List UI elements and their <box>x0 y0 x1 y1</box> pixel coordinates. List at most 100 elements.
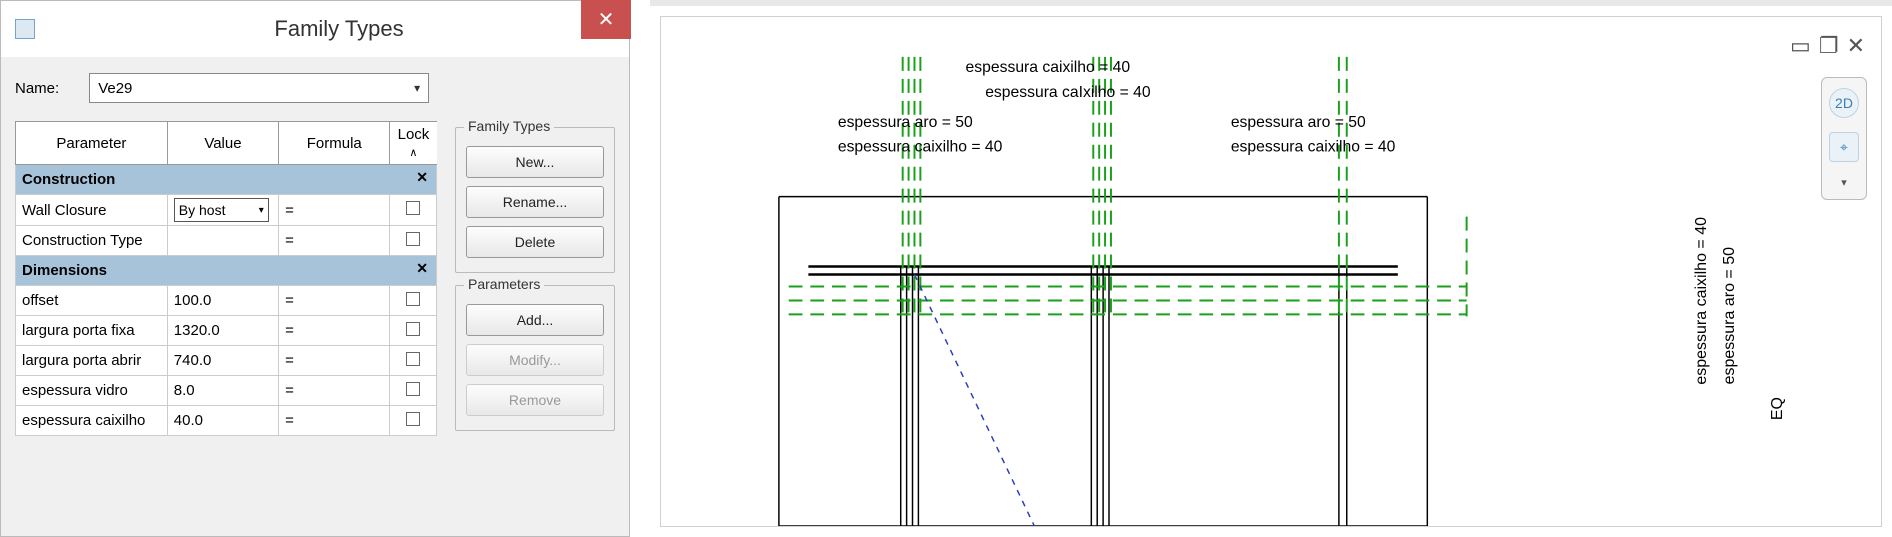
rename-type-button[interactable]: Rename... <box>466 186 604 218</box>
table-row[interactable]: espessura vidro8.0= <box>16 376 437 406</box>
lock-checkbox[interactable] <box>406 352 420 366</box>
type-name-select[interactable]: Ve29 ▾ <box>89 73 429 103</box>
minimize-icon[interactable]: ▭ <box>1790 33 1811 59</box>
drawing: espessura caixilho = 40 espessura caIxil… <box>661 17 1781 526</box>
collapse-icon[interactable]: ✕ <box>416 260 428 277</box>
lock-checkbox[interactable] <box>406 412 420 426</box>
value-select[interactable]: By host▾ <box>174 198 269 222</box>
collapse-icon[interactable]: ✕ <box>416 169 428 186</box>
svg-text:espessura caixilho = 40: espessura caixilho = 40 <box>838 139 1003 156</box>
lock-checkbox[interactable] <box>406 322 420 336</box>
lock-cell[interactable] <box>390 376 437 406</box>
formula-cell[interactable]: = <box>279 226 390 256</box>
formula-cell[interactable]: = <box>279 346 390 376</box>
formula-cell[interactable]: = <box>279 286 390 316</box>
dock-expand-icon[interactable]: ▾ <box>1841 176 1847 189</box>
view-window-controls: ▭ ❐ ✕ <box>1790 33 1865 59</box>
new-type-button[interactable]: New... <box>466 146 604 178</box>
table-row[interactable]: Wall ClosureBy host▾ = <box>16 195 437 226</box>
param-cell[interactable]: espessura caixilho <box>16 406 168 436</box>
lock-checkbox[interactable] <box>406 201 420 215</box>
view-dock: 2D ⌖ ▾ <box>1821 77 1867 200</box>
col-value[interactable]: Value <box>167 122 278 165</box>
family-types-group-title: Family Types <box>464 118 554 134</box>
close-view-icon[interactable]: ✕ <box>1847 33 1865 59</box>
name-label: Name: <box>15 80 59 97</box>
zoom-region-button[interactable]: ⌖ <box>1829 132 1859 162</box>
svg-text:espessura caIxilho = 40: espessura caIxilho = 40 <box>985 84 1151 101</box>
dialog-body: Parameter Value Formula Lock ∧ Construct… <box>1 121 629 436</box>
lock-checkbox[interactable] <box>406 232 420 246</box>
value-cell[interactable]: 1320.0 <box>167 316 278 346</box>
view-2d-button[interactable]: 2D <box>1829 88 1859 118</box>
value-cell[interactable]: 100.0 <box>167 286 278 316</box>
svg-text:espessura caixilho = 40: espessura caixilho = 40 <box>1231 139 1396 156</box>
family-types-group: Family Types New... Rename... Delete <box>455 127 615 273</box>
dialog-right-column: Family Types New... Rename... Delete Par… <box>455 121 615 436</box>
col-parameter[interactable]: Parameter <box>16 122 168 165</box>
group-title: Construction <box>22 171 115 188</box>
lock-cell[interactable] <box>390 406 437 436</box>
group-header[interactable]: Dimensions ✕ <box>16 256 437 286</box>
value-cell[interactable]: By host▾ <box>167 195 278 226</box>
parameters-group-title: Parameters <box>464 276 544 292</box>
close-button[interactable]: ✕ <box>581 0 631 39</box>
value-cell[interactable]: 8.0 <box>167 376 278 406</box>
delete-type-button[interactable]: Delete <box>466 226 604 258</box>
lock-cell[interactable] <box>390 316 437 346</box>
value-cell[interactable] <box>167 226 278 256</box>
formula-cell[interactable]: = <box>279 316 390 346</box>
param-cell[interactable]: largura porta fixa <box>16 316 168 346</box>
table-row[interactable]: offset100.0= <box>16 286 437 316</box>
table-row[interactable]: largura porta abrir740.0= <box>16 346 437 376</box>
lock-cell[interactable] <box>390 226 437 256</box>
remove-parameter-button: Remove <box>466 384 604 416</box>
dialog-title: Family Types <box>49 16 629 42</box>
family-types-dialog: Family Types ✕ Name: Ve29 ▾ Parameter Va… <box>0 0 630 537</box>
col-lock[interactable]: Lock ∧ <box>390 122 437 165</box>
svg-text:espessura caixilho = 40: espessura caixilho = 40 <box>966 59 1131 76</box>
drawing-canvas[interactable]: espessura caixilho = 40 espessura caIxil… <box>650 0 1892 537</box>
name-row: Name: Ve29 ▾ <box>1 57 629 121</box>
chevron-down-icon: ▾ <box>414 81 420 95</box>
col-formula[interactable]: Formula <box>279 122 390 165</box>
lock-cell[interactable] <box>390 346 437 376</box>
table-row[interactable]: largura porta fixa1320.0= <box>16 316 437 346</box>
lock-checkbox[interactable] <box>406 382 420 396</box>
app-icon <box>15 19 35 39</box>
dim-label-vertical-1: espessura caixilho = 40 <box>1693 217 1711 385</box>
modify-parameter-button: Modify... <box>466 344 604 376</box>
dim-label-eq: EQ <box>1769 397 1787 420</box>
formula-cell[interactable]: = <box>279 376 390 406</box>
param-cell[interactable]: espessura vidro <box>16 376 168 406</box>
parameter-table: Parameter Value Formula Lock ∧ Construct… <box>15 121 437 436</box>
close-icon: ✕ <box>598 7 615 32</box>
formula-cell[interactable]: = <box>279 406 390 436</box>
param-cell[interactable]: largura porta abrir <box>16 346 168 376</box>
lock-cell[interactable] <box>390 286 437 316</box>
table-header-row: Parameter Value Formula Lock ∧ <box>16 122 437 165</box>
param-cell[interactable]: Construction Type <box>16 226 168 256</box>
maximize-icon[interactable]: ❐ <box>1819 33 1839 59</box>
value-cell[interactable]: 740.0 <box>167 346 278 376</box>
add-parameter-button[interactable]: Add... <box>466 304 604 336</box>
group-title: Dimensions <box>22 262 107 279</box>
svg-text:espessura aro = 50: espessura aro = 50 <box>1231 114 1366 131</box>
value-cell[interactable]: 40.0 <box>167 406 278 436</box>
table-row[interactable]: Construction Type = <box>16 226 437 256</box>
group-header[interactable]: Construction ✕ <box>16 165 437 195</box>
parameters-group: Parameters Add... Modify... Remove <box>455 285 615 431</box>
lock-cell[interactable] <box>390 195 437 226</box>
lock-checkbox[interactable] <box>406 292 420 306</box>
param-cell[interactable]: Wall Closure <box>16 195 168 226</box>
dim-label-vertical-2: espessura aro = 50 <box>1721 247 1739 384</box>
parameter-table-wrap: Parameter Value Formula Lock ∧ Construct… <box>15 121 437 436</box>
canvas-inner: espessura caixilho = 40 espessura caIxil… <box>660 16 1882 527</box>
param-cell[interactable]: offset <box>16 286 168 316</box>
dialog-titlebar: Family Types ✕ <box>1 1 629 57</box>
formula-cell[interactable]: = <box>279 195 390 226</box>
table-row[interactable]: espessura caixilho40.0= <box>16 406 437 436</box>
svg-text:espessura aro = 50: espessura aro = 50 <box>838 114 973 131</box>
type-name-value: Ve29 <box>98 80 132 97</box>
chevron-down-icon: ▾ <box>259 205 264 216</box>
